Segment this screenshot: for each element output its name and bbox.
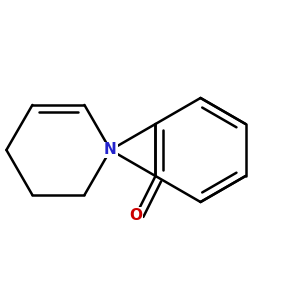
Text: O: O xyxy=(129,208,142,223)
Text: N: N xyxy=(104,142,117,158)
